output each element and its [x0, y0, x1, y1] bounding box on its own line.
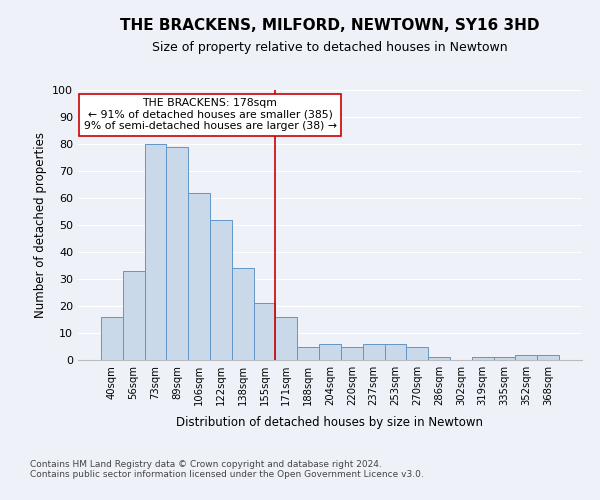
- Bar: [188, 192, 210, 360]
- Bar: [210, 220, 232, 360]
- Bar: [254, 304, 275, 360]
- Bar: [297, 346, 319, 360]
- Bar: [537, 354, 559, 360]
- Text: Contains HM Land Registry data © Crown copyright and database right 2024.: Contains HM Land Registry data © Crown c…: [30, 460, 382, 469]
- Text: Contains public sector information licensed under the Open Government Licence v3: Contains public sector information licen…: [30, 470, 424, 479]
- Bar: [319, 344, 341, 360]
- Bar: [101, 317, 123, 360]
- Bar: [363, 344, 385, 360]
- Bar: [385, 344, 406, 360]
- Y-axis label: Number of detached properties: Number of detached properties: [34, 132, 47, 318]
- Text: THE BRACKENS, MILFORD, NEWTOWN, SY16 3HD: THE BRACKENS, MILFORD, NEWTOWN, SY16 3HD: [120, 18, 540, 32]
- Bar: [275, 317, 297, 360]
- Bar: [232, 268, 254, 360]
- Bar: [341, 346, 363, 360]
- Text: Distribution of detached houses by size in Newtown: Distribution of detached houses by size …: [176, 416, 484, 429]
- Bar: [428, 358, 450, 360]
- Bar: [515, 354, 537, 360]
- Bar: [494, 358, 515, 360]
- Bar: [406, 346, 428, 360]
- Bar: [123, 271, 145, 360]
- Text: THE BRACKENS: 178sqm
← 91% of detached houses are smaller (385)
9% of semi-detac: THE BRACKENS: 178sqm ← 91% of detached h…: [83, 98, 337, 132]
- Text: Size of property relative to detached houses in Newtown: Size of property relative to detached ho…: [152, 41, 508, 54]
- Bar: [145, 144, 166, 360]
- Bar: [472, 358, 494, 360]
- Bar: [166, 146, 188, 360]
